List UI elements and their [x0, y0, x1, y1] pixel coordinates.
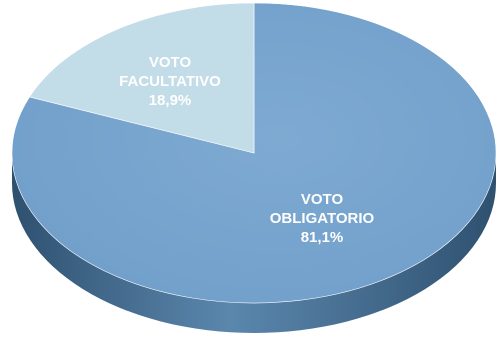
- pie-slice-label-1: VOTO FACULTATIVO 18,9%: [119, 54, 221, 109]
- pie-slice-label-line: FACULTATIVO: [119, 73, 221, 90]
- pie-slice-label-line: 18,9%: [149, 92, 192, 109]
- pie-side: [12, 153, 496, 333]
- pie-slice-label-line: VOTO: [301, 191, 344, 208]
- pie-slice-label-0: VOTO OBLIGATORIO 81,1%: [270, 191, 375, 246]
- pie-top: [11, 2, 497, 304]
- pie-slice-label-line: OBLIGATORIO: [270, 210, 375, 227]
- pie-slice-label-line: VOTO: [149, 54, 192, 71]
- pie-slice-1: [29, 2, 255, 154]
- pie-slice-label-line: 81,1%: [301, 229, 344, 246]
- pie-side-wall: [12, 153, 496, 333]
- pie-labels: VOTO OBLIGATORIO 81,1% VOTO FACULTATIVO 18,9%: [119, 54, 374, 246]
